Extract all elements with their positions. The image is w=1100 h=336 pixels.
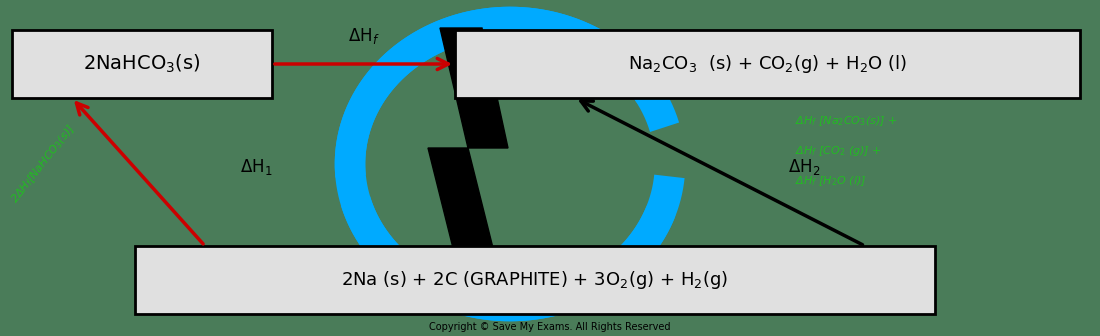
FancyBboxPatch shape — [455, 30, 1080, 98]
Text: ΔH$_1$: ΔH$_1$ — [240, 157, 273, 177]
Text: 2NaHCO$_3$(s): 2NaHCO$_3$(s) — [84, 53, 201, 75]
Text: 2ΔH$_f$[NaHCO$_3$(s)]: 2ΔH$_f$[NaHCO$_3$(s)] — [8, 122, 78, 206]
FancyBboxPatch shape — [135, 246, 935, 314]
Text: Copyright © Save My Exams. All Rights Reserved: Copyright © Save My Exams. All Rights Re… — [429, 322, 671, 332]
Polygon shape — [428, 28, 508, 268]
Text: Na$_2$CO$_3$  (s) + CO$_2$(g) + H$_2$O (l): Na$_2$CO$_3$ (s) + CO$_2$(g) + H$_2$O (l… — [628, 53, 907, 75]
Text: ΔH$_f$: ΔH$_f$ — [348, 26, 380, 46]
Text: ΔH$_2$: ΔH$_2$ — [788, 157, 820, 177]
Text: 2Na (s) + 2C (GRAPHITE) + 3O$_2$(g) + H$_2$(g): 2Na (s) + 2C (GRAPHITE) + 3O$_2$(g) + H$… — [341, 269, 728, 291]
Text: ΔH$_f$ [Na$_2$CO$_3$(s)] +: ΔH$_f$ [Na$_2$CO$_3$(s)] + — [795, 114, 898, 128]
Text: ΔH$_f$ [CO$_2$ (g)] +: ΔH$_f$ [CO$_2$ (g)] + — [795, 144, 882, 158]
Text: ΔH$_f$ [H$_2$O (l)]: ΔH$_f$ [H$_2$O (l)] — [795, 174, 867, 188]
FancyBboxPatch shape — [12, 30, 272, 98]
